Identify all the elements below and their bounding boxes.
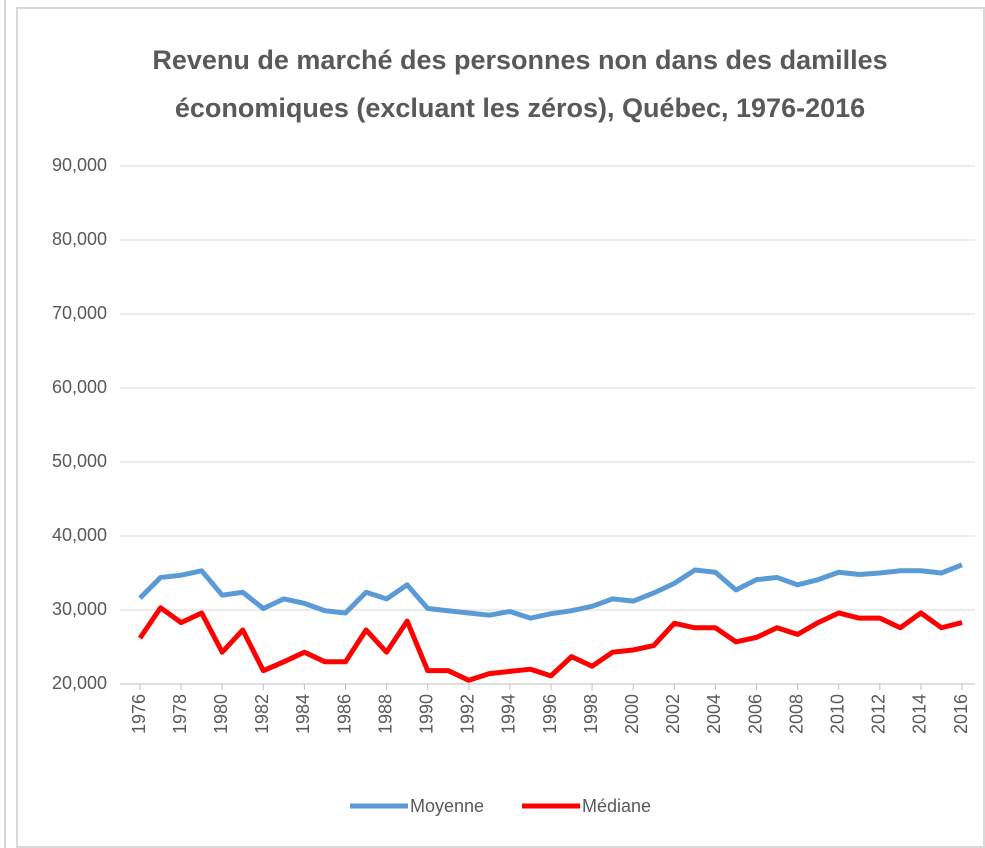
x-tick-label: 1986 — [334, 694, 354, 734]
x-tick-label: 2006 — [745, 694, 765, 734]
x-tick-label: 2012 — [869, 694, 889, 734]
y-tick-label: 70,000 — [52, 303, 107, 323]
x-tick-label: 1994 — [499, 694, 519, 734]
y-tick-label: 50,000 — [52, 451, 107, 471]
legend-label: Médiane — [582, 796, 651, 816]
y-tick-label: 20,000 — [52, 673, 107, 693]
x-tick-label: 1998 — [581, 694, 601, 734]
x-tick-label: 1976 — [129, 694, 149, 734]
x-tick-label: 1980 — [211, 694, 231, 734]
chart-frame — [16, 7, 985, 848]
x-tick-label: 2008 — [786, 694, 806, 734]
x-tick-label: 2002 — [663, 694, 683, 734]
x-tick-label: 1996 — [540, 694, 560, 734]
y-tick-label: 90,000 — [52, 155, 107, 175]
y-tick-label: 30,000 — [52, 599, 107, 619]
line-series — [137, 605, 963, 683]
x-tick-label: 2014 — [910, 694, 930, 734]
x-tick-label: 1982 — [252, 694, 272, 734]
x-tick-label: 1988 — [375, 694, 395, 734]
x-tick-label: 1992 — [458, 694, 478, 734]
chart-title: économiques (excluant les zéros), Québec… — [175, 93, 865, 123]
x-tick-label: 2016 — [951, 694, 971, 734]
x-tick-label: 2000 — [622, 694, 642, 734]
x-tick-label: 2004 — [704, 694, 724, 734]
x-tick-label: 1978 — [170, 694, 190, 734]
x-tick-label: 2010 — [827, 694, 847, 734]
x-tick-label: 1990 — [416, 694, 436, 734]
line-series — [138, 562, 963, 621]
x-tick-label: 1984 — [293, 694, 313, 734]
chart-title: Revenu de marché des personnes non dans … — [152, 45, 887, 75]
y-tick-label: 80,000 — [52, 229, 107, 249]
legend-label: Moyenne — [410, 796, 484, 816]
y-tick-label: 40,000 — [52, 525, 107, 545]
y-tick-label: 60,000 — [52, 377, 107, 397]
